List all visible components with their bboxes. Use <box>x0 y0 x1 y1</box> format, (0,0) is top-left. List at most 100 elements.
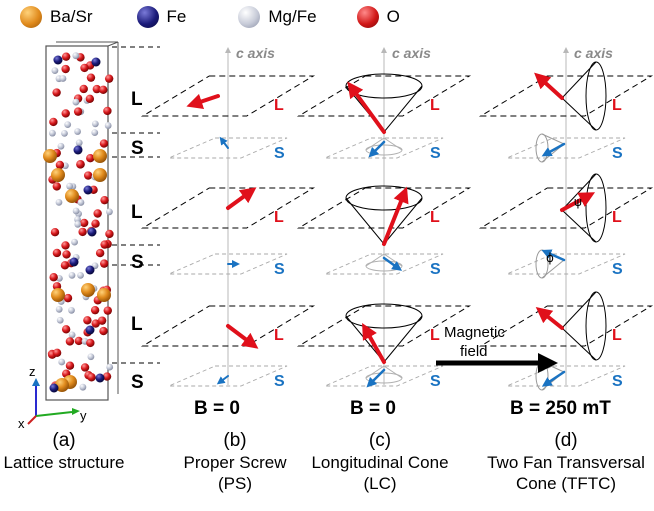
oxygen-atom <box>65 337 75 346</box>
y-axis-label: y <box>80 408 87 423</box>
c-axis-label: c axis <box>392 45 431 61</box>
oxygen-atom <box>85 94 95 104</box>
spin-plane <box>168 253 288 275</box>
caption-a: (a) Lattice structure <box>0 430 128 473</box>
caption-tag: (b) <box>223 430 247 451</box>
layer-label: L <box>131 89 143 110</box>
fe-atom <box>53 55 63 65</box>
spin-arrow <box>541 249 566 262</box>
cone-side <box>561 209 597 243</box>
mg-fe-atom <box>66 182 74 190</box>
legend-item: O <box>356 6 400 28</box>
caption-tag: (c) <box>368 430 392 451</box>
ba-sr-atom <box>65 189 79 203</box>
spin-plane <box>478 305 654 347</box>
oxygen-atom <box>62 250 71 259</box>
oxygen-atom <box>83 316 92 325</box>
oxygen-atom <box>61 64 70 74</box>
spin-plane <box>478 187 654 229</box>
oxygen-atom <box>90 305 100 315</box>
spin-plane <box>168 137 288 159</box>
cone-rim <box>585 61 607 131</box>
mg-fe-atom <box>64 121 72 128</box>
oxygen-atom <box>103 306 112 315</box>
field-value: B = 0 <box>350 398 396 419</box>
layer-spin-label: S <box>430 261 441 278</box>
oxygen-atom <box>80 63 89 73</box>
field-value: B = 250 mT <box>510 398 611 419</box>
magnetic-field-arrow: Magnetic field <box>436 324 558 373</box>
caption-text: Cone (TFTC) <box>515 474 617 493</box>
atom-legend: Ba/Sr Fe Mg/Fe O <box>20 6 418 28</box>
mg-fe-atom <box>56 316 64 324</box>
mg-fe-atom <box>55 198 63 206</box>
spin-arrow <box>226 324 259 349</box>
oxygen-atom <box>52 348 62 358</box>
layer-spin-label: S <box>612 261 623 278</box>
spin-plane <box>506 365 626 387</box>
spin-arrow <box>534 72 564 100</box>
ba-sr-atom <box>97 288 111 302</box>
spin-plane <box>324 137 444 159</box>
unit-cell-outline <box>45 45 109 401</box>
oxygen-atom <box>83 171 93 180</box>
cone-side <box>383 197 423 245</box>
spin-plane <box>478 75 654 117</box>
oxygen-atom <box>87 373 96 382</box>
mg-fe-atom <box>77 199 85 206</box>
mg-fe-atom <box>75 139 83 147</box>
cone-side <box>561 61 597 99</box>
spin-arrow <box>226 187 257 210</box>
psi-angle-label: ψ <box>574 195 582 209</box>
caption-d: (d) Two Fan Transversal Cone (TFTC) <box>478 430 654 494</box>
oxygen-atom <box>61 325 71 334</box>
oxygen-atom <box>103 106 112 116</box>
cone-side <box>383 137 403 151</box>
oxygen-atom <box>93 209 102 218</box>
caption-text: (LC) <box>363 474 397 493</box>
spin-arrow <box>560 192 596 212</box>
c-axis-label: c axis <box>236 45 275 61</box>
coordinate-axes: z y x <box>18 364 87 431</box>
spin-arrow <box>186 93 220 110</box>
oxygen-atom <box>50 228 60 237</box>
fe-atom <box>83 185 93 195</box>
ba-sr-atom <box>81 283 95 297</box>
mg-fe-atom <box>72 207 80 215</box>
oxygen-atom <box>49 273 58 282</box>
cone-side <box>383 315 423 363</box>
cone-side <box>541 133 565 145</box>
layer-spin-label: S <box>274 261 285 278</box>
cone-side <box>383 365 403 379</box>
mg-fe-atom <box>106 363 114 371</box>
caption-text: Longitudinal Cone <box>311 453 449 472</box>
cone-side <box>561 291 597 329</box>
oxygen-atom <box>61 52 71 61</box>
oxygen-atom <box>104 74 114 83</box>
layer-label: S <box>131 372 144 393</box>
fe-atom <box>85 265 95 275</box>
spin-plane <box>506 253 626 275</box>
oxygen-atom <box>100 259 109 268</box>
spin-plane <box>168 365 288 387</box>
fe-atom <box>95 373 105 383</box>
ba-sr-atom <box>43 149 57 163</box>
mg-fe-atom <box>58 358 66 366</box>
oxygen-atom <box>63 293 73 303</box>
mg-fe-atom <box>77 271 84 279</box>
cone-side <box>365 365 385 379</box>
spin-plane <box>324 365 444 387</box>
oxygen-atom <box>73 107 83 116</box>
mg-fe-atom <box>68 271 76 279</box>
oxygen-atom <box>100 240 109 249</box>
mg-fe-atom <box>91 129 99 137</box>
legend-item: Mg/Fe <box>238 6 317 28</box>
magnetic-field-label: Magnetic <box>444 324 505 341</box>
layer-spin-label: S <box>274 373 285 390</box>
mg-fe-atom <box>72 52 80 60</box>
oxygen-atom <box>79 84 88 94</box>
fe-atom <box>87 227 97 237</box>
spin-plane <box>296 187 472 229</box>
